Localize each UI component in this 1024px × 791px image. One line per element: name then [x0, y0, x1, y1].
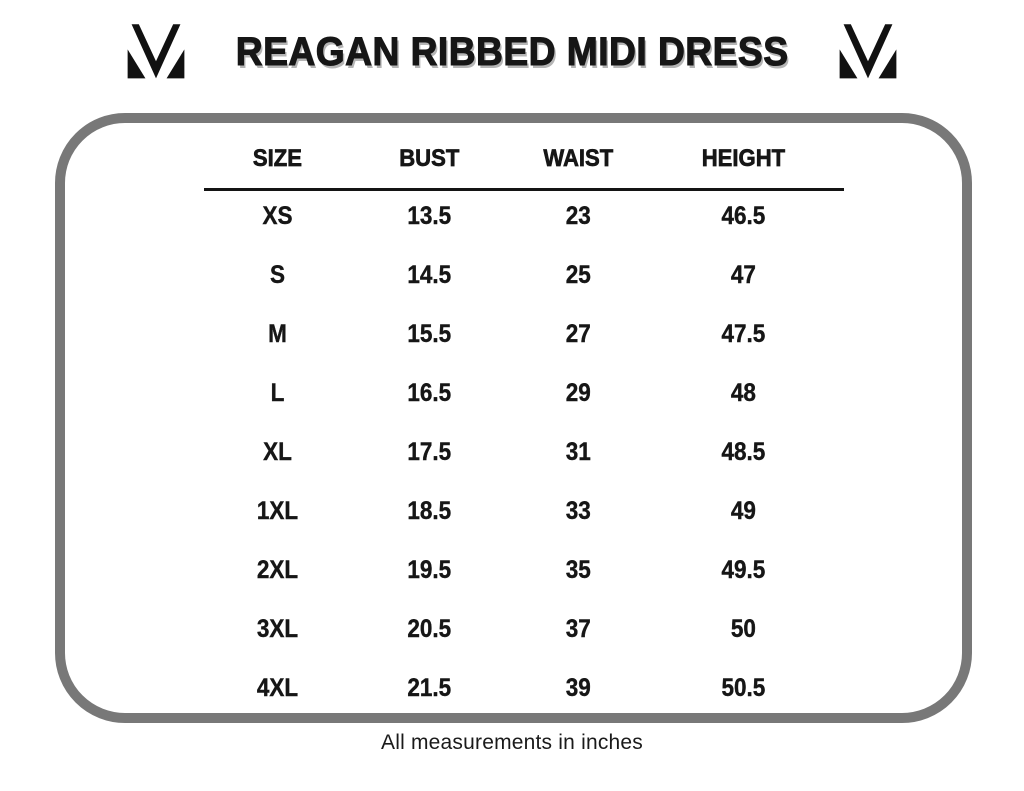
height-cell: 49: [731, 497, 757, 525]
size-cell: XS: [262, 202, 293, 230]
bust-cell: 13.5: [407, 202, 452, 230]
table-row: 4XL 21.5 39 50.5: [200, 659, 835, 718]
waist-cell: 25: [565, 261, 591, 289]
table-row: L 16.5 29 48: [200, 364, 835, 423]
height-cell: 50.5: [721, 674, 766, 702]
column-header-size: SIZE: [252, 145, 303, 173]
bust-cell: 16.5: [407, 379, 452, 407]
header-divider: [204, 188, 844, 191]
height-cell: 46.5: [721, 202, 766, 230]
header: REAGAN RIBBED MIDI DRESS: [0, 0, 1024, 104]
height-cell: 48: [731, 379, 757, 407]
waist-cell: 37: [565, 615, 591, 643]
table-row: XS 13.5 23 46.5: [200, 187, 835, 246]
waist-cell: 39: [565, 674, 591, 702]
table-header-row: SIZE BUST WAIST HEIGHT: [200, 123, 835, 195]
bust-cell: 17.5: [407, 438, 452, 466]
column-header-waist: WAIST: [542, 145, 614, 173]
brand-m-logo-right-icon: [835, 21, 901, 83]
bust-cell: 19.5: [407, 556, 452, 584]
height-cell: 50: [731, 615, 757, 643]
size-cell: 2XL: [256, 556, 299, 584]
column-header-bust: BUST: [399, 145, 460, 173]
size-cell: 1XL: [256, 497, 299, 525]
brand-m-logo-left-icon: [123, 21, 189, 83]
height-cell: 47: [731, 261, 757, 289]
size-cell: L: [270, 379, 285, 407]
size-cell: XL: [263, 438, 292, 466]
waist-cell: 27: [565, 320, 591, 348]
bust-cell: 18.5: [407, 497, 452, 525]
waist-cell: 23: [565, 202, 591, 230]
height-cell: 47.5: [721, 320, 766, 348]
bust-cell: 14.5: [407, 261, 452, 289]
height-cell: 49.5: [721, 556, 766, 584]
size-chart-table: SIZE BUST WAIST HEIGHT XS 13.5 23 46.5 S…: [200, 123, 844, 713]
bust-cell: 15.5: [407, 320, 452, 348]
table-row: 1XL 18.5 33 49: [200, 482, 835, 541]
size-cell: 3XL: [256, 615, 299, 643]
size-cell: M: [268, 320, 287, 348]
table-row: M 15.5 27 47.5: [200, 305, 835, 364]
waist-cell: 29: [565, 379, 591, 407]
table-row: XL 17.5 31 48.5: [200, 423, 835, 482]
size-chart-panel: SIZE BUST WAIST HEIGHT XS 13.5 23 46.5 S…: [55, 113, 972, 723]
waist-cell: 35: [565, 556, 591, 584]
measurement-note: All measurements in inches: [381, 731, 643, 754]
table-row: 2XL 19.5 35 49.5: [200, 541, 835, 600]
size-cell: 4XL: [256, 674, 299, 702]
height-cell: 48.5: [721, 438, 766, 466]
waist-cell: 33: [565, 497, 591, 525]
column-header-height: HEIGHT: [701, 145, 786, 173]
page-title: REAGAN RIBBED MIDI DRESS: [235, 29, 789, 74]
waist-cell: 31: [565, 438, 591, 466]
bust-cell: 20.5: [407, 615, 452, 643]
size-cell: S: [269, 261, 285, 289]
table-body: XS 13.5 23 46.5 S 14.5 25 47 M 15.5 27 4…: [200, 187, 835, 718]
table-row: S 14.5 25 47: [200, 246, 835, 305]
table-row: 3XL 20.5 37 50: [200, 600, 835, 659]
bust-cell: 21.5: [407, 674, 452, 702]
